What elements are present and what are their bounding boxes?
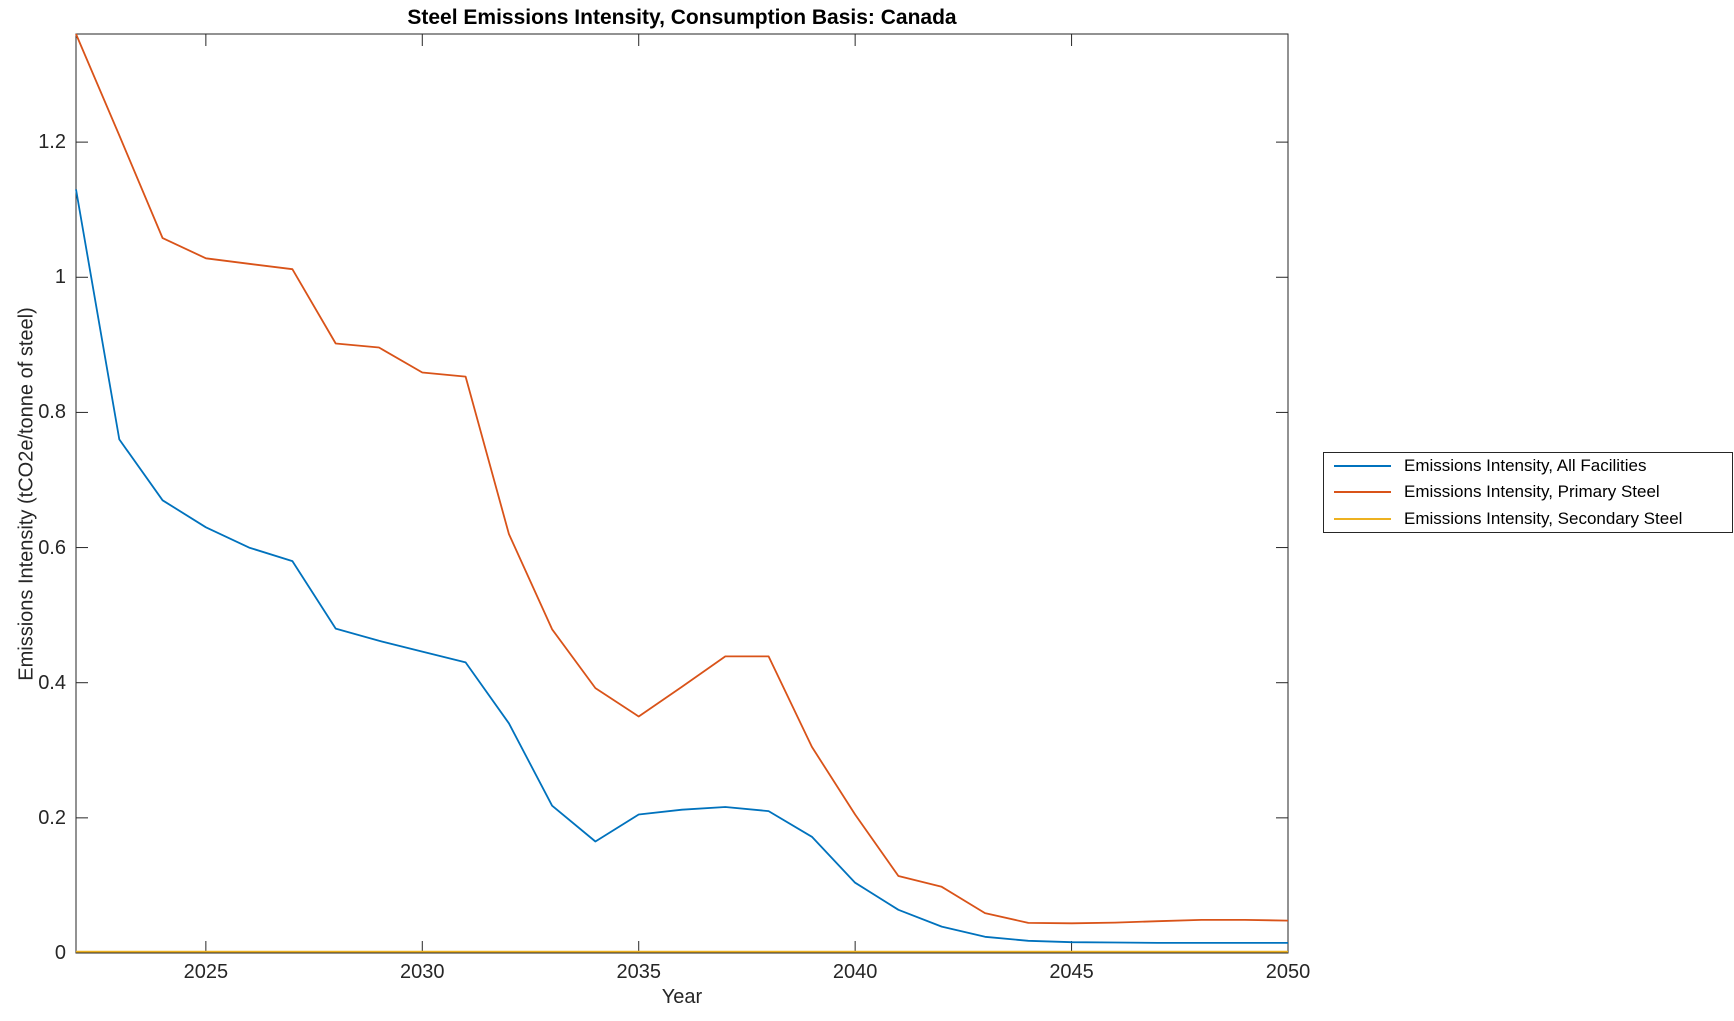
x-tick-label: 2050 <box>1265 961 1311 983</box>
legend-item-label: Emissions Intensity, All Facilities <box>1404 456 1647 476</box>
legend-item-label: Emissions Intensity, Primary Steel <box>1404 482 1660 502</box>
legend-item: Emissions Intensity, Secondary Steel <box>1324 506 1732 532</box>
x-tick-label: 2035 <box>616 961 661 983</box>
legend-item: Emissions Intensity, All Facilities <box>1324 453 1732 479</box>
y-tick-label: 0.8 <box>38 401 66 424</box>
legend-item-label: Emissions Intensity, Secondary Steel <box>1404 508 1683 528</box>
axes-box <box>75 33 1289 954</box>
y-axis-label: Emissions Intensity (tCO2e/tonne of stee… <box>15 307 38 681</box>
y-tick-label: 1 <box>54 266 66 289</box>
legend-line-sample <box>1334 465 1391 468</box>
x-tick-label: 2045 <box>1049 961 1094 983</box>
y-tick-label: 1.2 <box>38 131 66 154</box>
legend-line-sample <box>1334 517 1391 520</box>
legend-line-sample <box>1334 491 1391 494</box>
x-tick-label: 2040 <box>832 961 878 983</box>
legend-item: Emissions Intensity, Primary Steel <box>1324 479 1732 505</box>
legend: Emissions Intensity, All Facilities Emis… <box>1323 452 1733 533</box>
x-tick-label: 2030 <box>400 961 445 983</box>
series-line-0 <box>75 189 1288 944</box>
y-tick-label: 0 <box>54 942 66 964</box>
x-axis-label: Year <box>661 986 703 1008</box>
series-line-1 <box>75 33 1289 925</box>
chart-title: Steel Emissions Intensity, Consumption B… <box>407 6 957 29</box>
y-tick-label: 0.2 <box>38 806 66 829</box>
x-tick-label: 2025 <box>183 961 229 983</box>
y-tick-label: 0.6 <box>38 536 66 559</box>
y-tick-label: 0.4 <box>38 671 66 694</box>
